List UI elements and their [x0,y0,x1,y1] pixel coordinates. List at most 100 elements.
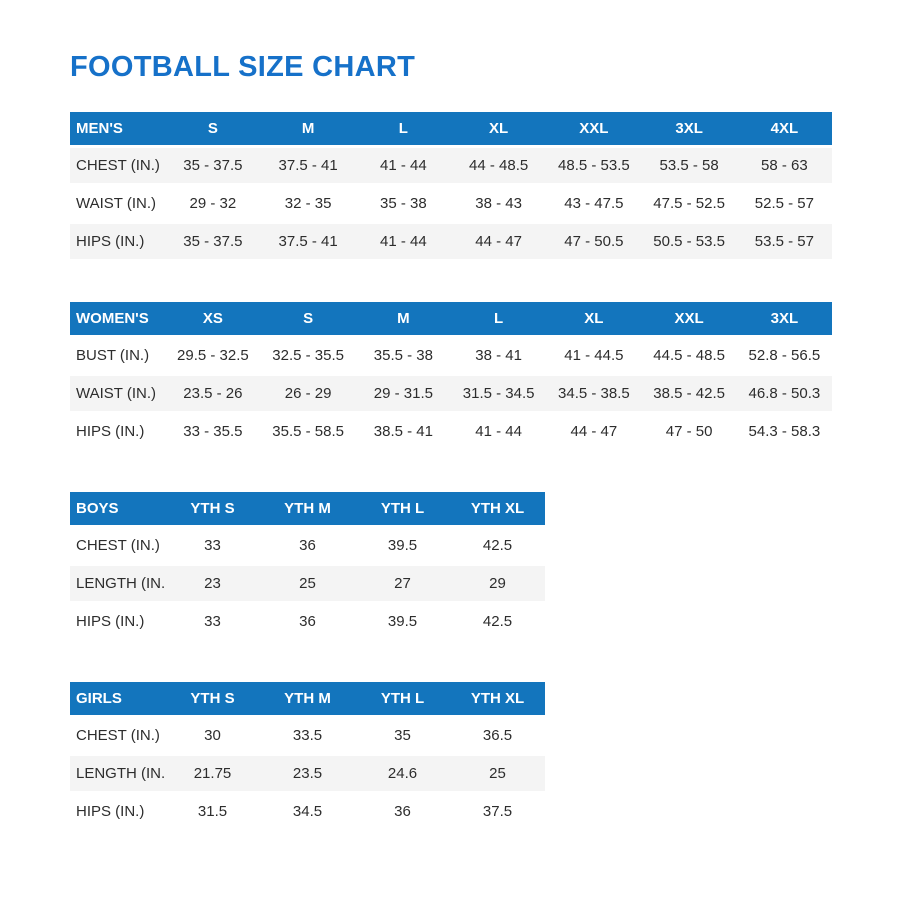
size-header-cell: XXL [641,302,737,335]
size-table-girls: GIRLS YTH S YTH M YTH L YTH XL CHEST (IN.) 30 3… [70,679,545,832]
value-cell: 38 - 41 [451,338,547,373]
value-cell: 21.75 [165,756,260,791]
size-header-cell: YTH S [165,682,260,715]
value-cell: 37.5 - 41 [260,224,356,259]
value-cell: 31.5 - 34.5 [451,376,547,411]
value-cell: 24.6 [355,756,450,791]
value-cell: 38.5 - 42.5 [641,376,737,411]
table-row: HIPS (IN.) 33 36 39.5 42.5 [70,604,545,639]
size-header-cell: YTH L [355,492,450,525]
table-header-row: WOMEN'S XS S M L XL XXL 3XL [70,302,832,335]
value-cell: 29 - 32 [165,186,261,221]
value-cell: 35.5 - 38 [355,338,451,373]
value-cell: 53.5 - 58 [641,148,737,183]
value-cell: 44.5 - 48.5 [641,338,737,373]
value-cell: 52.5 - 57 [736,186,832,221]
size-table-womens: WOMEN'S XS S M L XL XXL 3XL BUST (IN.) 29.5 - 32.… [70,299,832,452]
size-header-cell: XXL [546,112,642,145]
value-cell: 25 [260,566,355,601]
value-cell: 27 [355,566,450,601]
value-cell: 33 - 35.5 [165,414,261,449]
value-cell: 36.5 [450,718,545,753]
size-header-cell: XL [451,112,547,145]
value-cell: 33.5 [260,718,355,753]
value-cell: 37.5 [450,794,545,829]
value-cell: 32 - 35 [260,186,356,221]
value-cell: 25 [450,756,545,791]
size-header-cell: YTH L [355,682,450,715]
row-label-cell: HIPS (IN.) [70,604,165,639]
size-header-cell: 4XL [736,112,832,145]
size-header-cell: L [355,112,451,145]
value-cell: 35.5 - 58.5 [260,414,356,449]
table-row: CHEST (IN.) 33 36 39.5 42.5 [70,528,545,563]
value-cell: 47.5 - 52.5 [641,186,737,221]
value-cell: 33 [165,528,260,563]
page-title: FOOTBALL SIZE CHART [70,51,416,83]
row-label-cell: CHEST (IN.) [70,148,166,183]
table-title-cell-girls: GIRLS [70,682,165,715]
value-cell: 35 - 38 [355,186,451,221]
value-cell: 35 - 37.5 [165,224,261,259]
value-cell: 39.5 [355,604,450,639]
row-label-cell: LENGTH (IN.) [70,756,165,791]
size-header-cell: YTH XL [450,492,545,525]
table-row: HIPS (IN.) 31.5 34.5 36 37.5 [70,794,545,829]
size-table-boys: BOYS YTH S YTH M YTH L YTH XL CHEST (IN.) 33 36… [70,489,545,642]
row-label-cell: WAIST (IN.) [70,186,166,221]
table-row: LENGTH (IN.) 21.75 23.5 24.6 25 [70,756,545,791]
table-row: LENGTH (IN.) 23 25 27 29 [70,566,545,601]
size-header-cell: L [451,302,547,335]
value-cell: 54.3 - 58.3 [736,414,832,449]
table-row: WAIST (IN.) 29 - 32 32 - 35 35 - 38 38 - 43 4… [70,186,832,221]
row-label-cell: LENGTH (IN.) [70,566,165,601]
value-cell: 34.5 - 38.5 [546,376,642,411]
table-row: HIPS (IN.) 33 - 35.5 35.5 - 58.5 38.5 - 41 4… [70,414,832,449]
table-row: WAIST (IN.) 23.5 - 26 26 - 29 29 - 31.5 31.5… [70,376,832,411]
value-cell: 29 - 31.5 [355,376,451,411]
row-label-cell: WAIST (IN.) [70,376,166,411]
value-cell: 39.5 [355,528,450,563]
value-cell: 23 [165,566,260,601]
value-cell: 35 - 37.5 [165,148,261,183]
value-cell: 38.5 - 41 [355,414,451,449]
size-header-cell: YTH M [260,682,355,715]
value-cell: 31.5 [165,794,260,829]
value-cell: 58 - 63 [736,148,832,183]
value-cell: 41 - 44 [355,224,451,259]
table-row: HIPS (IN.) 35 - 37.5 37.5 - 41 41 - 44 44 - … [70,224,832,259]
size-header-cell: YTH S [165,492,260,525]
value-cell: 42.5 [450,528,545,563]
value-cell: 33 [165,604,260,639]
value-cell: 48.5 - 53.5 [546,148,642,183]
size-header-cell: 3XL [736,302,832,335]
value-cell: 23.5 [260,756,355,791]
size-header-cell: S [165,112,261,145]
value-cell: 50.5 - 53.5 [641,224,737,259]
value-cell: 37.5 - 41 [260,148,356,183]
value-cell: 46.8 - 50.3 [736,376,832,411]
value-cell: 36 [260,528,355,563]
value-cell: 43 - 47.5 [546,186,642,221]
value-cell: 34.5 [260,794,355,829]
value-cell: 26 - 29 [260,376,356,411]
table-row: CHEST (IN.) 30 33.5 35 36.5 [70,718,545,753]
size-header-cell: YTH M [260,492,355,525]
row-label-cell: CHEST (IN.) [70,528,165,563]
value-cell: 42.5 [450,604,545,639]
value-cell: 32.5 - 35.5 [260,338,356,373]
value-cell: 41 - 44 [355,148,451,183]
size-header-cell: S [260,302,356,335]
table-header-row: GIRLS YTH S YTH M YTH L YTH XL [70,682,545,715]
size-header-cell: M [355,302,451,335]
size-table-mens: MEN'S S M L XL XXL 3XL 4XL CHEST (IN.) 35 - 37.5 3… [70,109,832,262]
value-cell: 30 [165,718,260,753]
value-cell: 47 - 50.5 [546,224,642,259]
value-cell: 44 - 47 [451,224,547,259]
value-cell: 29 [450,566,545,601]
row-label-cell: HIPS (IN.) [70,794,165,829]
value-cell: 38 - 43 [451,186,547,221]
value-cell: 35 [355,718,450,753]
value-cell: 44 - 48.5 [451,148,547,183]
table-header-row: BOYS YTH S YTH M YTH L YTH XL [70,492,545,525]
